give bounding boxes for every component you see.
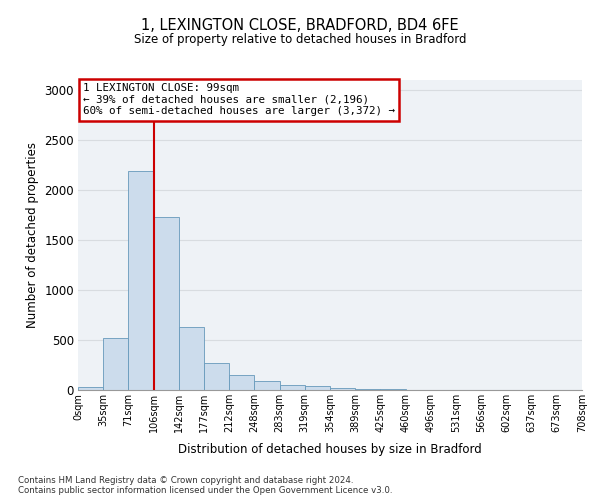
Bar bbox=[229, 375, 254, 390]
Y-axis label: Number of detached properties: Number of detached properties bbox=[26, 142, 38, 328]
X-axis label: Distribution of detached houses by size in Bradford: Distribution of detached houses by size … bbox=[178, 444, 482, 456]
Bar bbox=[179, 327, 204, 390]
Bar bbox=[254, 381, 280, 390]
Bar bbox=[355, 388, 380, 390]
Text: 1, LEXINGTON CLOSE, BRADFORD, BD4 6FE: 1, LEXINGTON CLOSE, BRADFORD, BD4 6FE bbox=[141, 18, 459, 32]
Text: Contains HM Land Registry data © Crown copyright and database right 2024.
Contai: Contains HM Land Registry data © Crown c… bbox=[18, 476, 392, 495]
Text: 1 LEXINGTON CLOSE: 99sqm
← 39% of detached houses are smaller (2,196)
60% of sem: 1 LEXINGTON CLOSE: 99sqm ← 39% of detach… bbox=[83, 83, 395, 116]
Bar bbox=[154, 217, 179, 390]
Bar bbox=[78, 387, 103, 390]
Bar bbox=[128, 171, 154, 390]
Bar bbox=[305, 386, 330, 390]
Bar bbox=[204, 362, 229, 390]
Bar bbox=[330, 388, 355, 390]
Bar bbox=[280, 385, 305, 390]
Bar bbox=[380, 389, 406, 390]
Text: Size of property relative to detached houses in Bradford: Size of property relative to detached ho… bbox=[134, 32, 466, 46]
Bar bbox=[103, 338, 128, 390]
